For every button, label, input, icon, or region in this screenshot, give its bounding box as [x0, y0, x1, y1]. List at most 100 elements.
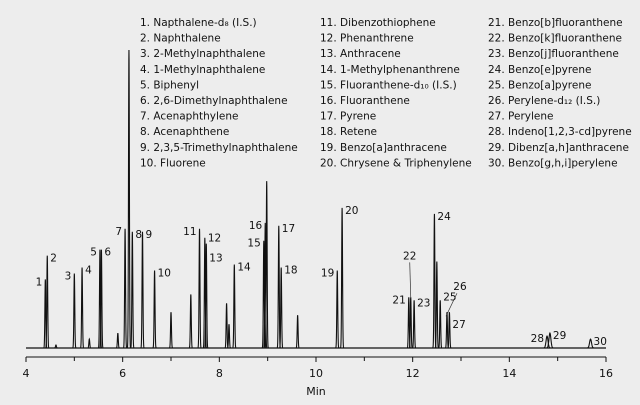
legend-item: 28. Indeno[1,2,3-cd]pyrene [488, 126, 632, 138]
peak-unlabeled [116, 332, 120, 349]
peak-28 [543, 335, 551, 349]
peak-label: 15 [247, 238, 260, 250]
legend-item: 17. Pyrene [320, 111, 376, 123]
legend-item: 9. 2,3,5-Trimethylnaphthalene [140, 142, 298, 154]
legend: 1. Napthalene-d₈ (I.S.) 2. Naphthalene 3. … [140, 17, 632, 169]
peak-label: 27 [452, 319, 465, 331]
peak-label: 14 [237, 262, 251, 274]
peak-label: 2 [50, 253, 57, 265]
peak-6 [99, 249, 104, 349]
legend-item: 10. Fluorene [140, 157, 206, 169]
legend-item: 21. Benzo[b]fluoranthene [488, 17, 623, 29]
peak-label: 28 [531, 333, 544, 345]
x-tick-label: 10 [309, 367, 323, 380]
peak-13 [204, 243, 209, 349]
peak-unlabeled [54, 344, 58, 349]
legend-item: 25. Benzo[a]pyrene [488, 79, 591, 91]
peak-unlabeled [87, 337, 92, 349]
legend-item: 7. Acenaphthylene [140, 111, 238, 123]
peak-12 [202, 237, 207, 349]
legend-item: 13. Anthracene [320, 48, 401, 60]
x-tick-label: 14 [502, 367, 516, 380]
peak-unlabeled [169, 312, 173, 349]
peak-label: 4 [85, 265, 92, 277]
peak-unlabeled [434, 261, 439, 349]
x-tick-label: 12 [406, 367, 420, 380]
peak-11 [197, 228, 202, 349]
peak-2 [45, 255, 50, 349]
legend-item: 6. 2,6-Dimethylnaphthalene [140, 95, 288, 107]
x-axis-label: Min [306, 385, 326, 398]
peak-label: 21 [392, 294, 405, 306]
peak-10 [152, 270, 157, 349]
legend-item: 19. Benzo[a]anthracene [320, 142, 447, 154]
peak-label: 6 [104, 247, 111, 259]
peak-20 [339, 207, 345, 349]
peak-label: 26 [453, 281, 467, 293]
peak-label: 7 [115, 226, 122, 238]
peak-label: 23 [417, 297, 430, 309]
x-tick-label: 8 [216, 367, 223, 380]
peak-label: 9 [145, 229, 152, 241]
peak-label: 22 [403, 250, 416, 262]
legend-item: 11. Dibenzothiophene [320, 17, 436, 29]
peak-label: 12 [208, 233, 221, 245]
legend-item: 22. Benzo[k]fluoranthene [488, 33, 622, 45]
peak-8 [130, 231, 135, 349]
peak-label: 30 [594, 336, 607, 348]
peak-unlabeled [227, 324, 231, 349]
peak-23 [412, 300, 417, 349]
legend-item: 3. 2-Methylnaphthalene [140, 48, 265, 60]
legend-item: 29. Dibenz[a,h]anthracene [488, 142, 629, 154]
peak-25 [438, 300, 443, 349]
legend-item: 24. Benzo[e]pyrene [488, 64, 591, 76]
legend-item: 2. Naphthalene [140, 33, 221, 45]
peak-27 [447, 312, 452, 349]
peak-29 [546, 331, 554, 349]
leader-line [409, 262, 412, 298]
peak-label: 17 [282, 223, 295, 235]
legend-item: 4. 1-Methylnaphthalene [140, 64, 265, 76]
peak-label: 20 [345, 205, 358, 217]
leader-line [445, 293, 458, 317]
peak-3 [72, 273, 77, 349]
peak-30 [586, 338, 595, 349]
peak-16 [263, 222, 268, 349]
peak-14 [232, 264, 237, 349]
x-tick-label: 6 [119, 367, 126, 380]
x-axis: 4 6 8 10 12 14 16 [23, 356, 613, 380]
peak-unlabeled [188, 294, 193, 349]
legend-item: 14. 1-Methylphenanthrene [320, 64, 460, 76]
legend-item: 1. Napthalene-d₈ (I.S.) [140, 17, 257, 29]
peak-label: 18 [284, 265, 297, 277]
peak-unlabeled [295, 315, 300, 349]
peak-9 [140, 231, 145, 349]
peak-label: 24 [437, 211, 451, 223]
peak-label: 10 [158, 268, 171, 280]
peak-label: 1 [36, 276, 43, 288]
peak-19 [335, 270, 340, 349]
legend-item: 8. Acenaphthene [140, 126, 229, 138]
peak-label: 8 [135, 229, 142, 241]
peak-4 [80, 267, 85, 349]
peak-label: 19 [321, 268, 334, 280]
peak-label: 16 [249, 220, 263, 232]
peak-18 [279, 267, 284, 349]
peaks [26, 49, 606, 349]
peak-7 [123, 228, 128, 349]
legend-item: 23. Benzo[j]fluoranthene [488, 48, 619, 60]
peak-unlabeled [126, 49, 132, 349]
peak-label: 13 [209, 253, 222, 265]
legend-item: 30. Benzo[g,h,i]perylene [488, 157, 618, 169]
legend-item: 20. Chrysene & Triphenylene [320, 157, 472, 169]
legend-item: 26. Perylene-d₁₂ (I.S.) [488, 95, 600, 107]
peak-unlabeled [264, 181, 269, 349]
x-tick-label: 16 [599, 367, 613, 380]
peak-label: 5 [90, 247, 97, 259]
legend-item: 27. Perylene [488, 111, 553, 123]
legend-item: 15. Fluoranthene-d₁₀ (I.S.) [320, 79, 457, 91]
legend-item: 5. Biphenyl [140, 79, 199, 91]
peak-label: 29 [553, 330, 566, 342]
